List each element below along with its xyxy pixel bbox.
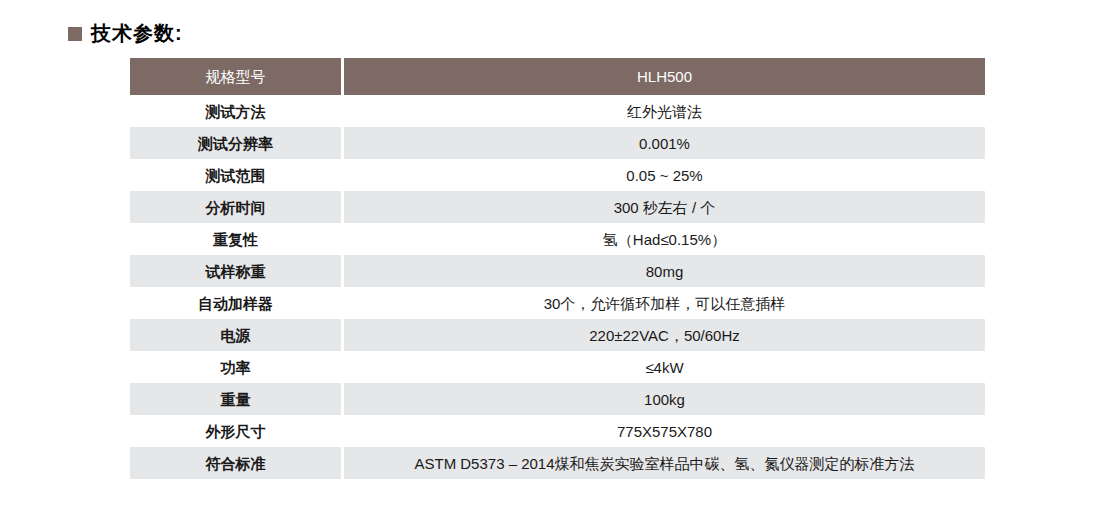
spec-label-cell: 分析时间 bbox=[130, 191, 341, 223]
table-row: 功率 ≤4kW bbox=[130, 351, 985, 383]
table-row: 符合标准 ASTM D5373 – 2014煤和焦炭实验室样品中碳、氢、氮仪器测… bbox=[130, 447, 985, 479]
header-label-cell: 规格型号 bbox=[130, 58, 341, 95]
spec-value-cell: 300 秒左右 / 个 bbox=[344, 191, 985, 223]
spec-label-cell: 功率 bbox=[130, 351, 341, 383]
spec-value-cell: 30个，允许循环加样，可以任意插样 bbox=[344, 287, 985, 319]
header-value-cell: HLH500 bbox=[344, 58, 985, 95]
spec-value-cell: ≤4kW bbox=[344, 351, 985, 383]
table-row: 测试分辨率 0.001% bbox=[130, 127, 985, 159]
table-row: 电源 220±22VAC，50/60Hz bbox=[130, 319, 985, 351]
spec-value-cell: 100kg bbox=[344, 383, 985, 415]
table-row: 重复性 氢（Had≤0.15%） bbox=[130, 223, 985, 255]
table-row: 测试方法 红外光谱法 bbox=[130, 95, 985, 127]
table-row: 分析时间 300 秒左右 / 个 bbox=[130, 191, 985, 223]
page: 技术参数: 规格型号 HLH500 测试方法 红外光谱法 测试分辨率 0.001… bbox=[0, 0, 1109, 508]
table-row: 自动加样器 30个，允许循环加样，可以任意插样 bbox=[130, 287, 985, 319]
spec-value-cell: 220±22VAC，50/60Hz bbox=[344, 319, 985, 351]
spec-label-cell: 外形尺寸 bbox=[130, 415, 341, 447]
table-row: 测试范围 0.05 ~ 25% bbox=[130, 159, 985, 191]
spec-label-cell: 自动加样器 bbox=[130, 287, 341, 319]
spec-label-cell: 测试分辨率 bbox=[130, 127, 341, 159]
spec-value-cell: 80mg bbox=[344, 255, 985, 287]
spec-value-cell: 氢（Had≤0.15%） bbox=[344, 223, 985, 255]
section-title: 技术参数: bbox=[68, 20, 183, 47]
spec-label-cell: 重量 bbox=[130, 383, 341, 415]
table-header-row: 规格型号 HLH500 bbox=[130, 58, 985, 95]
spec-label-cell: 测试范围 bbox=[130, 159, 341, 191]
table-row: 试样称重 80mg bbox=[130, 255, 985, 287]
table-row: 外形尺寸 775X575X780 bbox=[130, 415, 985, 447]
spec-value-cell: 775X575X780 bbox=[344, 415, 985, 447]
spec-value-cell: 0.001% bbox=[344, 127, 985, 159]
spec-value-cell: 红外光谱法 bbox=[344, 95, 985, 127]
spec-label-cell: 测试方法 bbox=[130, 95, 341, 127]
spec-value-cell: 0.05 ~ 25% bbox=[344, 159, 985, 191]
spec-label-cell: 试样称重 bbox=[130, 255, 341, 287]
square-bullet-icon bbox=[68, 27, 82, 41]
table-row: 重量 100kg bbox=[130, 383, 985, 415]
spec-value-cell: ASTM D5373 – 2014煤和焦炭实验室样品中碳、氢、氮仪器测定的标准方… bbox=[344, 447, 985, 479]
page-title: 技术参数: bbox=[91, 20, 183, 47]
spec-label-cell: 符合标准 bbox=[130, 447, 341, 479]
spec-label-cell: 重复性 bbox=[130, 223, 341, 255]
spec-table: 规格型号 HLH500 测试方法 红外光谱法 测试分辨率 0.001% 测试范围… bbox=[130, 58, 985, 479]
spec-label-cell: 电源 bbox=[130, 319, 341, 351]
